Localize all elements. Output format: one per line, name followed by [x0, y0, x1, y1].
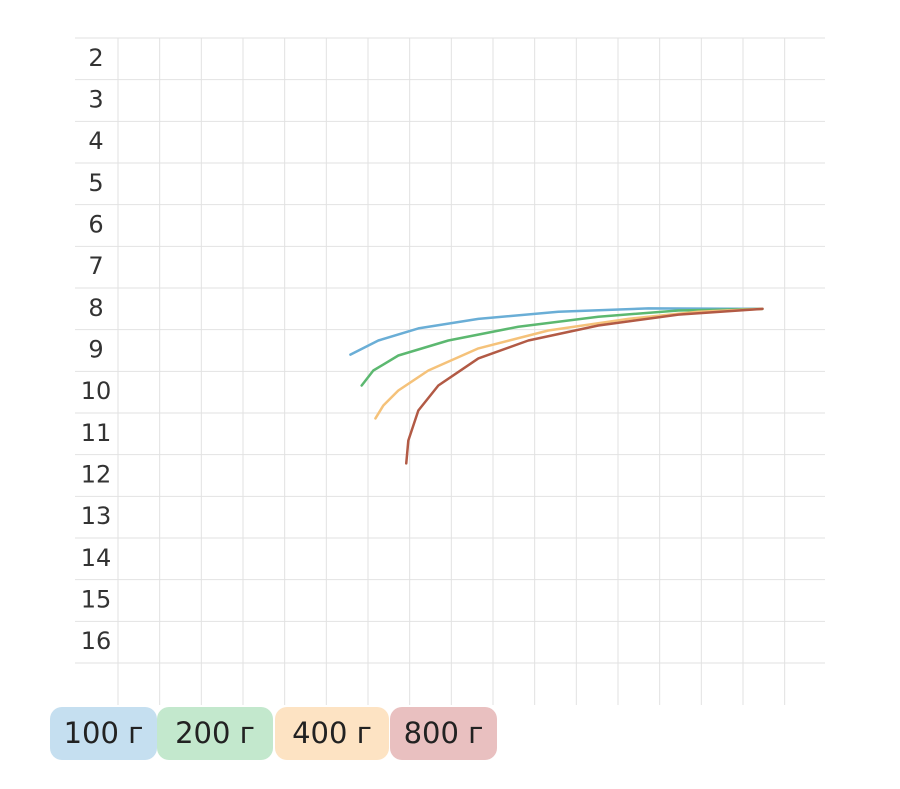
legend-label[interactable]: 100 г [64, 716, 144, 750]
y-tick-label: 16 [81, 627, 112, 655]
y-tick-label: 12 [81, 461, 112, 489]
y-tick-label: 11 [81, 419, 112, 447]
y-tick-label: 3 [88, 86, 103, 114]
y-tick-label: 13 [81, 502, 112, 530]
series-line [349, 307, 764, 356]
legend-label[interactable]: 400 г [292, 716, 372, 750]
y-tick-label: 6 [88, 211, 103, 239]
legend-item[interactable] [275, 707, 389, 760]
y-tick-label: 5 [88, 169, 103, 197]
legend-item[interactable] [390, 707, 497, 760]
y-tick-label: 7 [88, 252, 103, 280]
series-line [360, 307, 764, 387]
legend-item[interactable] [157, 707, 273, 760]
y-tick-label: 2 [88, 44, 103, 72]
legend-label[interactable]: 200 г [175, 716, 255, 750]
y-tick-label: 10 [81, 377, 112, 405]
y-tick-label: 15 [81, 586, 112, 614]
y-tick-label: 8 [88, 294, 103, 322]
legend-label[interactable]: 800 г [404, 716, 484, 750]
y-tick-label: 9 [88, 336, 103, 364]
legend-item[interactable] [50, 707, 157, 760]
y-tick-label: 14 [81, 544, 112, 572]
series-line [405, 307, 764, 465]
y-tick-label: 4 [88, 127, 103, 155]
